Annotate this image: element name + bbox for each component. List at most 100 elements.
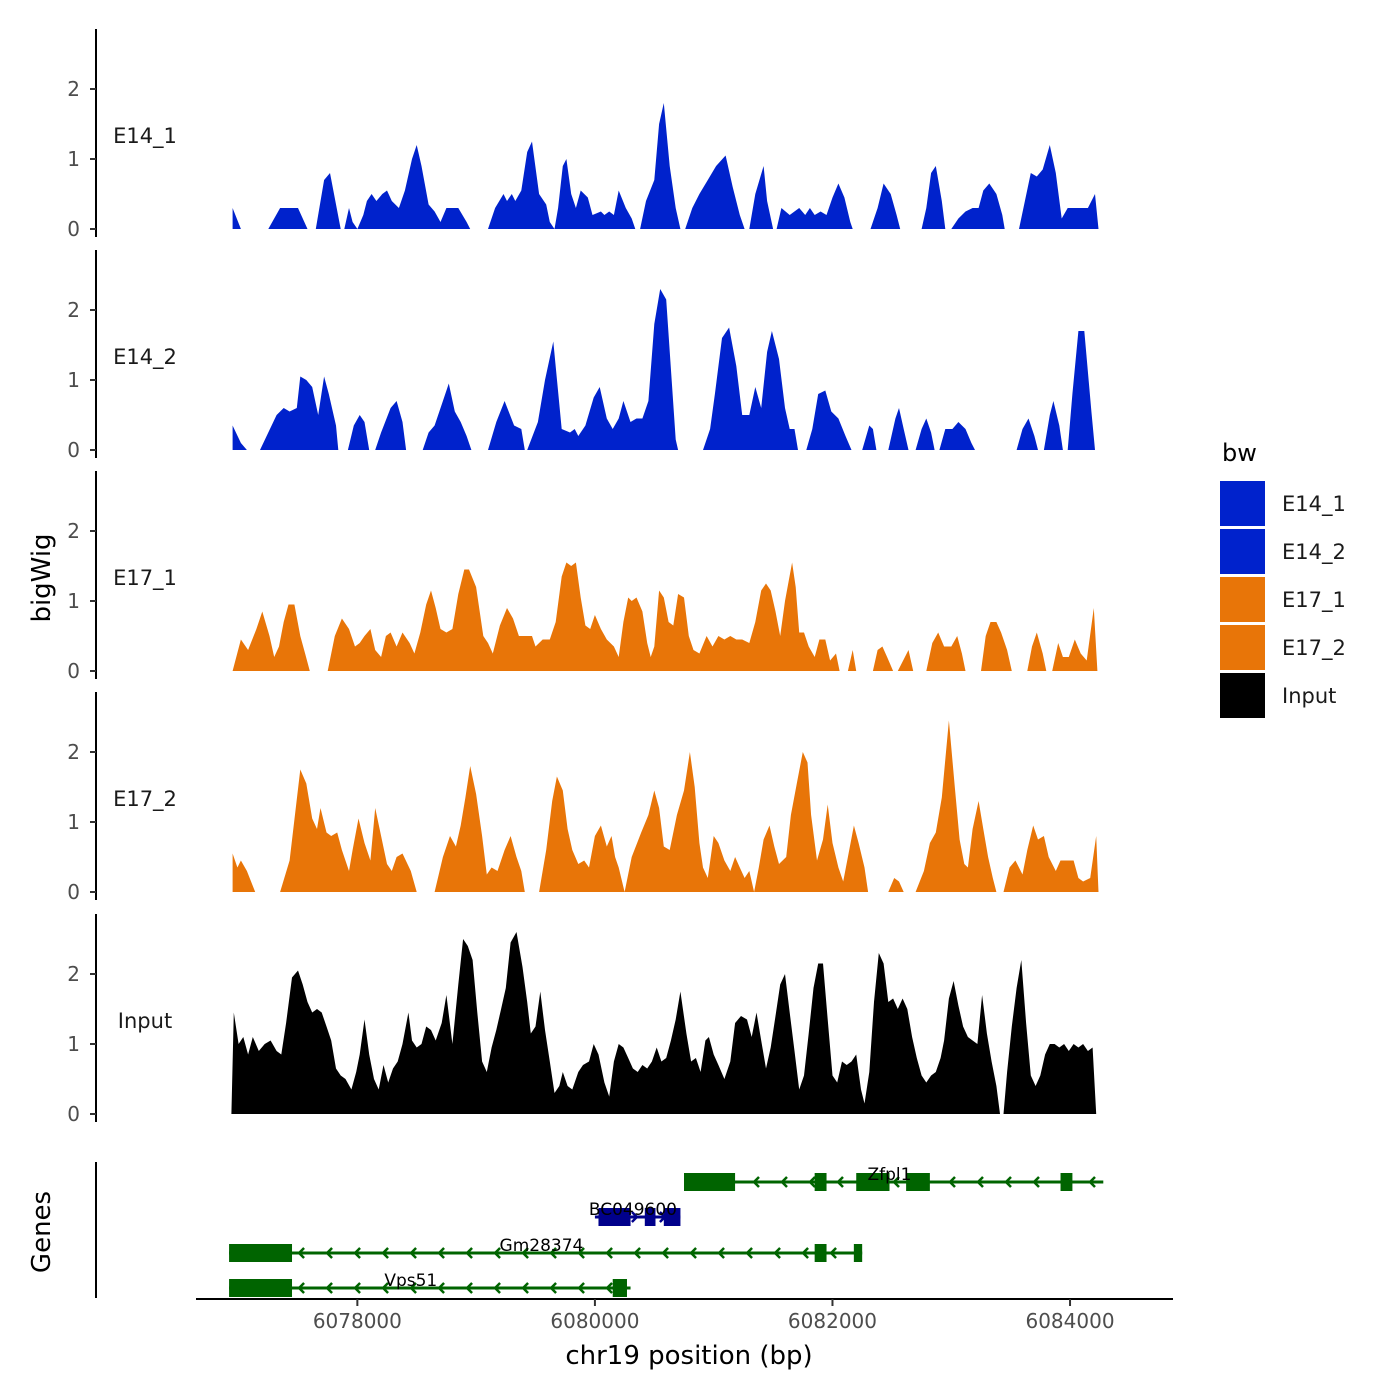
y-tick-label: 0 xyxy=(67,1102,80,1126)
coverage-area-e14-1 xyxy=(232,103,1099,229)
strand-arrow xyxy=(381,1247,389,1259)
strand-arrow xyxy=(808,1176,816,1188)
legend-item-e17-2: E17_2 xyxy=(1220,625,1346,670)
strand-arrow xyxy=(829,1247,837,1259)
gene-label: BC049600 xyxy=(589,1200,677,1220)
x-axis-title: chr19 position (bp) xyxy=(565,1341,812,1371)
strand-arrow xyxy=(521,1282,529,1294)
gene-bc049600: BC049600 xyxy=(589,1200,681,1226)
strand-arrow xyxy=(493,1247,501,1259)
strand-arrow xyxy=(409,1247,417,1259)
gene-exon xyxy=(612,1279,627,1297)
tracks-layer: 0 1 2 E14_1 0 1 2 E14_2 0 1 2 E17_1 0 1 2 E17_2 0 1 2 Input xyxy=(67,29,1099,1126)
strand-arrow xyxy=(549,1247,557,1259)
gene-exon xyxy=(598,1208,631,1226)
coverage-area-input xyxy=(231,932,1097,1114)
coverage-area-e14-2 xyxy=(232,289,1096,450)
y-tick-label: 1 xyxy=(67,368,80,392)
track-input: 0 1 2 Input xyxy=(67,914,1097,1126)
strand-arrow xyxy=(605,1247,613,1259)
gene-exon xyxy=(229,1244,293,1262)
legend-items: E14_1 E14_2 E17_1 E17_2 Input xyxy=(1220,481,1346,718)
coverage-area-e17-1 xyxy=(232,562,1098,671)
gene-exon xyxy=(229,1279,293,1297)
y-tick-label: 1 xyxy=(67,1032,80,1056)
x-tick-label: 6078000 xyxy=(313,1309,402,1333)
gene-exon xyxy=(663,1208,681,1226)
strand-arrow xyxy=(689,1247,697,1259)
legend-item-e14-1: E14_1 xyxy=(1220,481,1346,526)
strand-arrow xyxy=(549,1282,557,1294)
gene-gm28374: Gm28374 xyxy=(229,1236,863,1262)
strand-arrow xyxy=(801,1247,809,1259)
strand-arrow xyxy=(1004,1176,1012,1188)
genes-axis-title: Genes xyxy=(27,1191,57,1273)
strand-arrow xyxy=(325,1282,333,1294)
track-e17-2: 0 1 2 E17_2 xyxy=(67,692,1099,904)
strand-arrow xyxy=(353,1247,361,1259)
track-label: E14_1 xyxy=(113,124,177,149)
strand-arrow xyxy=(948,1176,956,1188)
strand-arrow xyxy=(633,1247,641,1259)
strand-arrow xyxy=(631,1211,639,1223)
y-tick-label: 0 xyxy=(67,880,80,904)
y-tick-label: 2 xyxy=(67,77,80,101)
x-tick-label: 6080000 xyxy=(550,1309,639,1333)
legend-title: bw xyxy=(1222,439,1257,467)
gene-exon xyxy=(814,1244,827,1262)
legend-swatch xyxy=(1220,673,1265,718)
legend-swatch xyxy=(1220,481,1265,526)
legend-label: E17_2 xyxy=(1282,636,1346,661)
strand-arrow xyxy=(521,1247,529,1259)
strand-arrow xyxy=(437,1282,445,1294)
track-label: E17_2 xyxy=(113,787,177,812)
x-tick-label: 6084000 xyxy=(1025,1309,1114,1333)
gene-exon xyxy=(684,1173,736,1191)
gene-exon xyxy=(856,1173,890,1191)
strand-arrow xyxy=(353,1282,361,1294)
strand-arrow xyxy=(836,1176,844,1188)
y-tick-label: 0 xyxy=(67,217,80,241)
strand-arrow xyxy=(381,1282,389,1294)
strand-arrow xyxy=(493,1282,501,1294)
legend-item-input: Input xyxy=(1220,673,1336,718)
y-tick-label: 0 xyxy=(67,659,80,683)
y-tick-label: 1 xyxy=(67,810,80,834)
strand-arrow xyxy=(577,1282,585,1294)
gene-exon xyxy=(906,1173,930,1191)
strand-arrow xyxy=(752,1176,760,1188)
strand-arrow xyxy=(465,1247,473,1259)
track-e14-1: 0 1 2 E14_1 xyxy=(67,29,1099,241)
y-tick-label: 0 xyxy=(67,438,80,462)
track-label: Input xyxy=(118,1009,172,1033)
y-tick-label: 2 xyxy=(67,298,80,322)
legend-label: E14_1 xyxy=(1282,492,1346,517)
x-ticks: 6078000 6080000 6082000 6084000 xyxy=(313,1299,1115,1333)
strand-arrow xyxy=(577,1247,585,1259)
y-axis-title: bigWig xyxy=(27,533,57,622)
gene-exon xyxy=(1060,1173,1073,1191)
y-tick-label: 2 xyxy=(67,962,80,986)
strand-arrow xyxy=(892,1176,900,1188)
track-label: E17_1 xyxy=(113,566,177,591)
strand-arrow xyxy=(773,1247,781,1259)
gene-zfpl1: Zfpl1 xyxy=(684,1165,1104,1191)
strand-arrow xyxy=(605,1282,613,1294)
gene-label: Zfpl1 xyxy=(868,1165,912,1185)
track-e17-1: 0 1 2 E17_1 xyxy=(67,471,1098,683)
y-tick-label: 2 xyxy=(67,519,80,543)
legend: bw E14_1 E14_2 E17_1 E17_2 Input xyxy=(1220,439,1346,718)
strand-arrow xyxy=(409,1282,417,1294)
x-tick-label: 6082000 xyxy=(788,1309,877,1333)
strand-arrow xyxy=(325,1247,333,1259)
strand-arrow xyxy=(1088,1176,1096,1188)
legend-swatch xyxy=(1220,625,1265,670)
strand-arrow xyxy=(661,1247,669,1259)
strand-arrow xyxy=(780,1176,788,1188)
strand-arrow xyxy=(297,1282,305,1294)
track-label: E14_2 xyxy=(113,345,177,370)
gene-exon xyxy=(814,1173,827,1191)
coverage-area-e17-2 xyxy=(232,720,1099,892)
